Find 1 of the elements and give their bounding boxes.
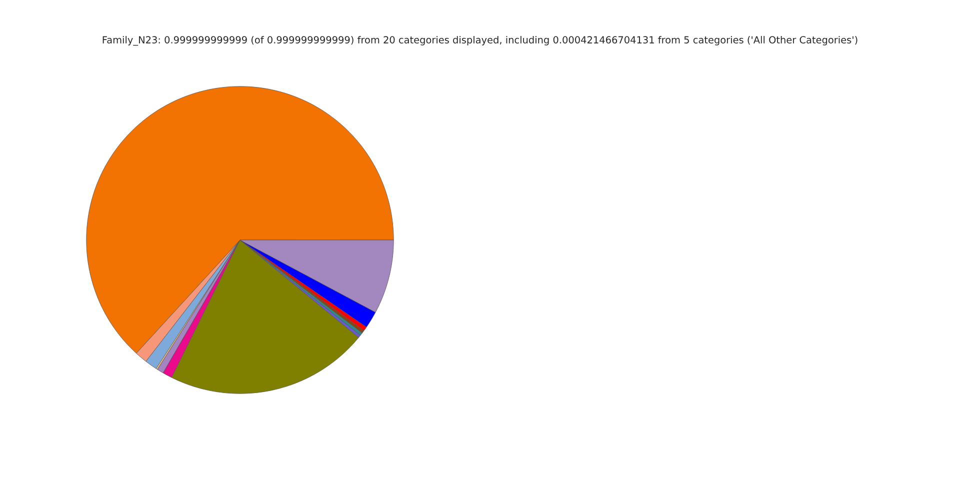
- text: Family_N23: 0.999999999999 (of 0.999999999999) from 20 categories displayed, including 0.000421466704131 from 5 categories ('All Other Categories'): [102, 36, 858, 46]
